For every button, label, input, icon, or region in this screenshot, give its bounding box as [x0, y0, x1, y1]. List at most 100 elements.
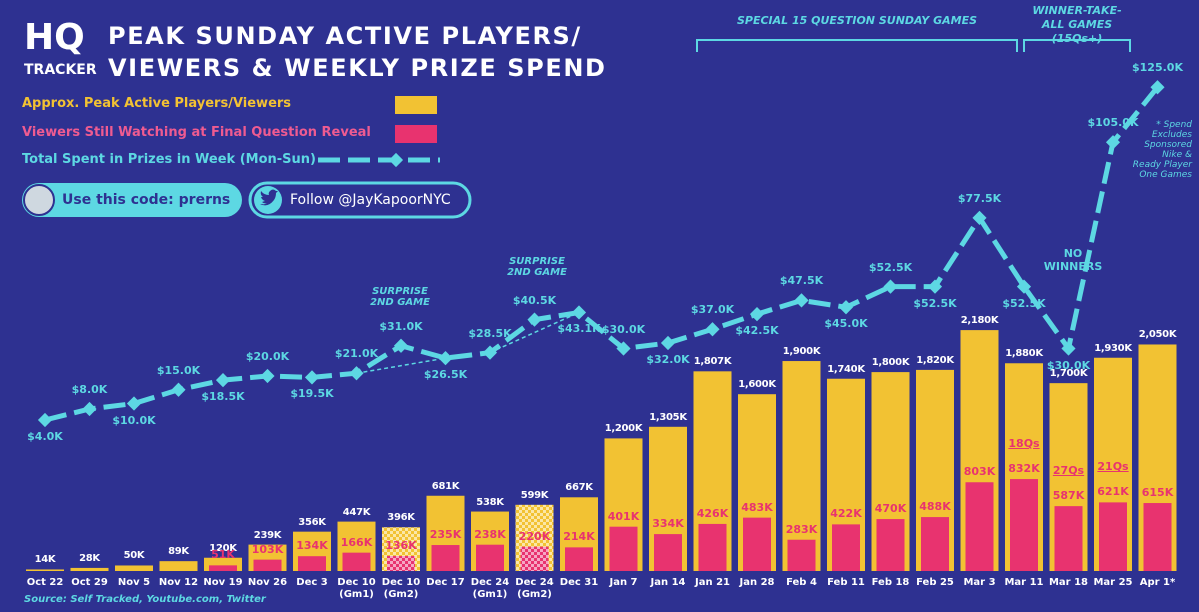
legend-swatch [395, 125, 437, 143]
x-tick-label: Dec 24 (Gm2) [515, 577, 554, 600]
bar-label: 621K [1097, 485, 1129, 499]
x-tick-label: Jan 7 [609, 577, 638, 588]
bar-label: 396K [387, 512, 415, 524]
line-label: $4.0K [27, 430, 63, 443]
x-tick-label: Dec 17 [426, 577, 465, 588]
spend-marker [171, 382, 186, 397]
bar-label: 136K [385, 538, 417, 552]
bar [209, 565, 237, 571]
line-label: $30.0K [601, 322, 646, 336]
x-tick-label: Apr 1* [1139, 577, 1176, 588]
bar-label: 1,900K [782, 346, 821, 358]
bar-label: 334K [652, 517, 684, 531]
bracket [1023, 39, 1131, 52]
bar-label: 1,600K [738, 379, 776, 391]
line-label: $10.0K [112, 413, 156, 427]
line-label: $28.5K [468, 326, 512, 340]
bar-label: 681K [431, 480, 460, 492]
spend-marker [215, 373, 231, 388]
bar-label: 422K [830, 507, 862, 521]
spend-marker [838, 300, 854, 315]
bar [342, 552, 371, 571]
bar-label: 615K [1141, 486, 1174, 500]
x-tick-label: Dec 24 (Gm1) [470, 577, 510, 600]
line-label: $26.5K [423, 368, 468, 382]
bracket [696, 39, 1018, 52]
legend-label: Approx. Peak Active Players/Viewers [22, 96, 292, 111]
bar-label: 803K [963, 465, 996, 479]
bar [782, 361, 821, 571]
spend-marker [37, 412, 53, 428]
bar-label: 1,807K [693, 356, 732, 368]
spend-marker [1016, 279, 1032, 294]
x-tick-label: Nov 12 [158, 577, 199, 588]
x-tick-label: Nov 5 [117, 577, 151, 588]
bar-label: 220K [518, 529, 551, 543]
follow-pill [248, 181, 472, 219]
x-tick-label: Nov 19 [203, 577, 243, 588]
spend-marker [883, 279, 898, 294]
follow-text: Follow @JayKapoorNYC [290, 192, 451, 208]
spend-marker [393, 338, 409, 353]
x-tick-label: Feb 11 [827, 577, 865, 588]
bar [115, 565, 153, 571]
spend-marker [82, 401, 97, 417]
bar-label: 832K [1008, 462, 1040, 476]
bar-label: 1,800K [871, 357, 910, 369]
bar-label: 1,740K [827, 363, 865, 375]
line-label: $105.0K [1087, 116, 1139, 130]
x-tick-label: Dec 31 [559, 577, 599, 588]
x-tick-label: Dec 10 (Gm2) [381, 577, 421, 600]
x-tick-label: Mar 18 [1048, 577, 1089, 588]
line-label: $52.5K [868, 260, 913, 274]
bar-label: 1,820K [916, 354, 954, 366]
bar-label: 238K [474, 527, 506, 541]
bar-label: 14K [34, 554, 56, 566]
annotation: SURPRISE 2ND GAME [370, 286, 430, 308]
x-tick-label: Nov 26 [247, 577, 288, 588]
line-label: $31.0K [379, 319, 423, 333]
legend-swatch [395, 96, 437, 114]
title-line: VIEWERS & WEEKLY PRIZE SPEND [108, 54, 607, 82]
x-tick-label: Mar 25 [1093, 577, 1133, 588]
x-tick-label: Dec 3 [296, 577, 328, 588]
bar [387, 555, 415, 571]
title-line: PEAK SUNDAY ACTIVE PLAYERS/ [108, 22, 582, 50]
spend-marker [482, 345, 498, 360]
bar [70, 567, 109, 571]
annotation: NO WINNERS [1043, 247, 1103, 273]
bar-label: 2,180K [960, 315, 999, 327]
annotation: 21Qs [1097, 460, 1129, 474]
line-label: $32.0K [646, 353, 690, 366]
bypass-line [356, 357, 446, 374]
x-tick-label: Jan 28 [739, 577, 775, 588]
spend-marker [1150, 80, 1165, 95]
bar-label: 356K [298, 516, 326, 528]
bar-label: 283K [785, 522, 818, 536]
x-tick-label: Feb 25 [916, 577, 954, 588]
bar-label: 50K [123, 550, 145, 562]
bar [159, 561, 198, 571]
bar-label: 239K [253, 529, 282, 541]
bar-label: 89K [168, 546, 189, 558]
bar-label: 120K [209, 542, 237, 554]
bar [654, 534, 682, 571]
bar-label: 134K [296, 539, 328, 553]
bar-label: 426K [696, 506, 729, 520]
bar [253, 559, 282, 571]
bar [832, 524, 860, 571]
spend-marker [616, 341, 631, 356]
bar [1010, 479, 1038, 571]
bar [1099, 502, 1127, 571]
bar-label: 483K [741, 500, 773, 514]
spend-marker [794, 293, 809, 308]
annotation: 27Qs [1052, 464, 1085, 478]
bar [698, 523, 727, 571]
bar-label: 51K [211, 548, 235, 562]
legend-label: Total Spent in Prizes in Week (Mon-Sun) [22, 152, 316, 167]
twitter-bird [260, 189, 278, 206]
x-tick-label: Oct 22 [26, 577, 64, 588]
bar-label: 1,305K [649, 411, 687, 423]
bar [787, 539, 816, 571]
